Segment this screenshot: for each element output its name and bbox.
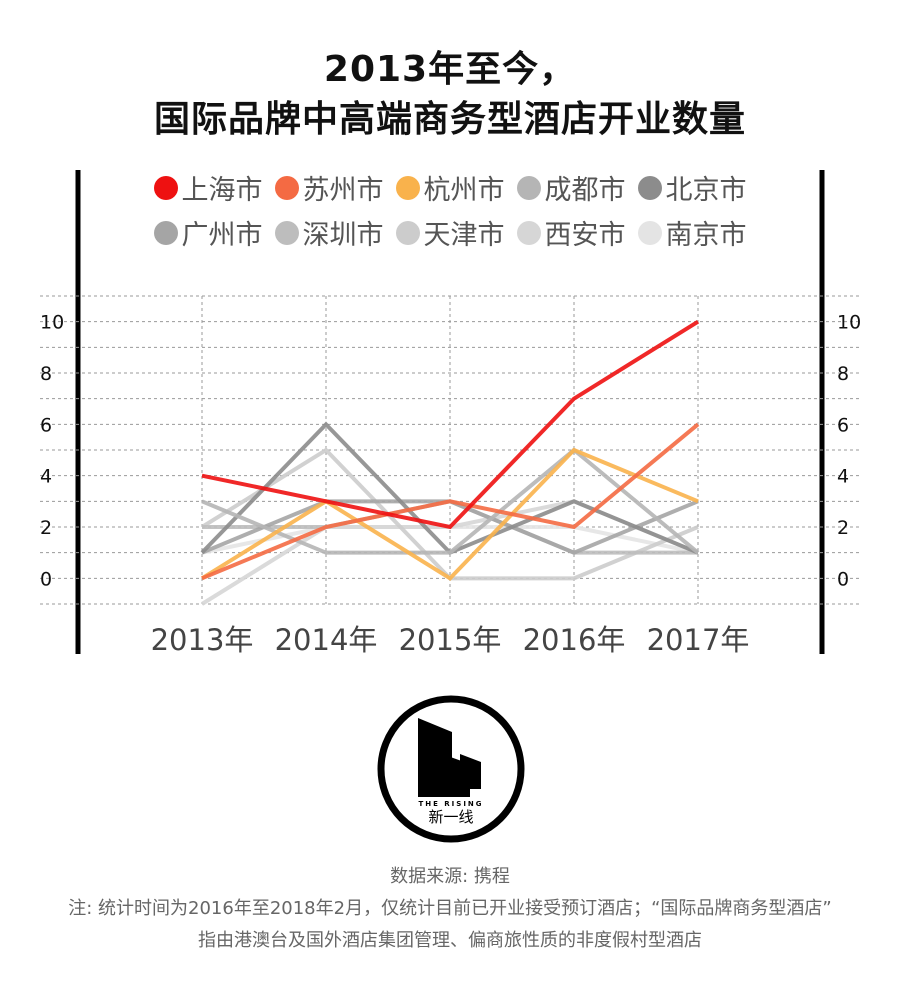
legend-swatch bbox=[274, 175, 299, 200]
legend-swatch bbox=[637, 220, 662, 245]
legend-row-1: 上海市 苏州市 杭州市 成都市 北京市 bbox=[0, 168, 900, 207]
legend-swatch bbox=[516, 175, 541, 200]
y-tick-label-right: 10 bbox=[837, 312, 861, 334]
legend-label: 西安市 bbox=[544, 220, 626, 251]
legend-label: 深圳市 bbox=[302, 220, 384, 251]
legend-row-2: 广州市 深圳市 天津市 西安市 南京市 bbox=[0, 213, 900, 252]
legend-item: 上海市 bbox=[153, 168, 263, 207]
footer-note-line-1: 注: 统计时间为2016年至2018年2月，仅统计目前已开业接受预订酒店；“国际… bbox=[68, 898, 832, 919]
legend-swatch bbox=[153, 175, 178, 200]
x-tick-label: 2016年 bbox=[523, 623, 626, 657]
legend-item: 深圳市 bbox=[274, 213, 384, 252]
legend-swatch bbox=[637, 175, 662, 200]
legend-item: 广州市 bbox=[153, 213, 263, 252]
legend-swatch bbox=[274, 220, 299, 245]
x-tick-label: 2017年 bbox=[647, 623, 750, 657]
legend-item: 北京市 bbox=[637, 168, 747, 207]
legend-swatch bbox=[395, 175, 420, 200]
y-tick-label-left: 2 bbox=[40, 517, 52, 539]
legend-swatch bbox=[153, 220, 178, 245]
chart-title-line-1: 2013年至今， bbox=[323, 49, 577, 90]
y-tick-label-right: 8 bbox=[837, 363, 849, 385]
series-line bbox=[201, 422, 700, 581]
legend-item: 苏州市 bbox=[274, 168, 384, 207]
y-tick-label-right: 0 bbox=[837, 568, 849, 590]
legend-item: 成都市 bbox=[516, 168, 626, 207]
legend-label: 广州市 bbox=[181, 220, 263, 251]
series-lines bbox=[200, 319, 700, 606]
logo-name: 新一线 bbox=[428, 808, 473, 826]
logo: THE RISING 新一线 bbox=[377, 695, 525, 843]
chart-title-line-2: 国际品牌中高端商务型酒店开业数量 bbox=[153, 99, 746, 140]
legend-label: 成都市 bbox=[544, 175, 626, 206]
legend-label: 上海市 bbox=[181, 175, 263, 206]
logo-building-small bbox=[460, 754, 481, 789]
footer-source: 数据来源: 携程 bbox=[390, 866, 510, 887]
legend-label: 北京市 bbox=[665, 175, 747, 206]
y-tick-label-left: 8 bbox=[40, 363, 52, 385]
legend-item: 杭州市 bbox=[395, 168, 505, 207]
legend-label: 天津市 bbox=[423, 220, 505, 251]
line-chart: 0 0 2 2 4 4 6 6 8 8 10 10 2013年 2014年 2015年 2016年 2017年 bbox=[40, 170, 862, 657]
y-tick-label-left: 4 bbox=[40, 466, 52, 488]
x-tick-label: 2013年 bbox=[151, 623, 254, 657]
legend-item: 南京市 bbox=[637, 213, 747, 252]
y-tick-label-left: 6 bbox=[40, 414, 52, 436]
legend-label: 苏州市 bbox=[302, 175, 384, 206]
axis-labels: 0 0 2 2 4 4 6 6 8 8 10 10 2013年 2014年 2015年 2016年 2017年 bbox=[40, 312, 861, 657]
grid bbox=[40, 295, 862, 605]
series-line bbox=[200, 447, 699, 581]
legend-swatch bbox=[516, 220, 541, 245]
series-line bbox=[201, 319, 700, 530]
legend-item: 西安市 bbox=[516, 213, 626, 252]
legend-item: 天津市 bbox=[395, 213, 505, 252]
y-tick-label-right: 6 bbox=[837, 414, 849, 436]
legend-label: 南京市 bbox=[665, 220, 747, 251]
logo-ring-text: THE RISING bbox=[418, 800, 483, 808]
legend-label: 杭州市 bbox=[423, 175, 505, 206]
legend-swatch bbox=[395, 220, 420, 245]
x-tick-label: 2015年 bbox=[399, 623, 502, 657]
series-line bbox=[201, 447, 700, 555]
footer-note-line-2: 指由港澳台及国外酒店集团管理、偏商旅性质的非度假村型酒店 bbox=[198, 930, 702, 951]
x-tick-label: 2014年 bbox=[275, 623, 378, 657]
y-tick-label-left: 10 bbox=[40, 312, 64, 334]
y-tick-label-left: 0 bbox=[40, 568, 52, 590]
y-tick-label-right: 4 bbox=[837, 466, 849, 488]
y-tick-label-right: 2 bbox=[837, 517, 849, 539]
